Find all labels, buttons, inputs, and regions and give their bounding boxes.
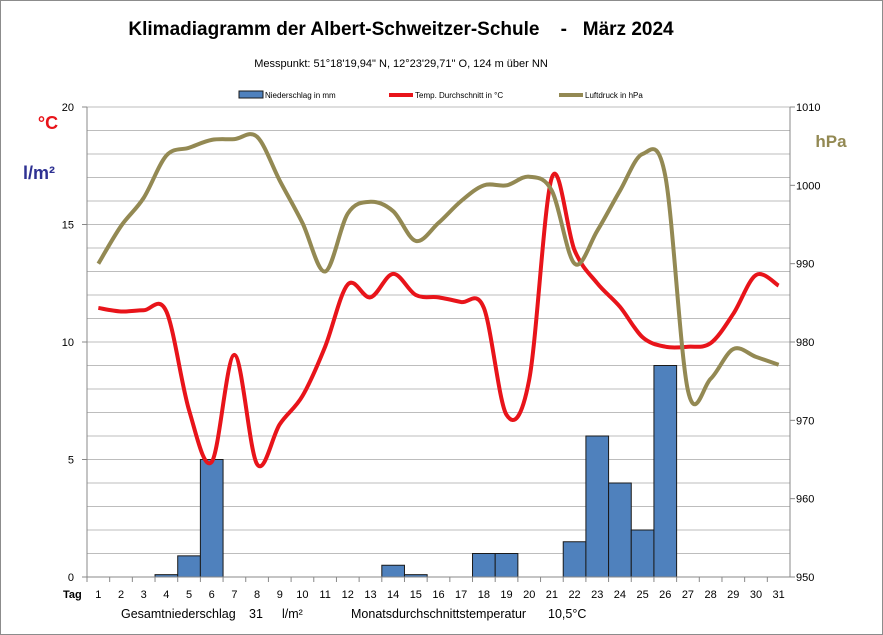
left-tick-label: 5 [68,455,74,467]
x-tick-label: 20 [523,589,535,601]
x-tick-label: 4 [163,589,169,601]
footer: Gesamtniederschlag 31 l/m² Monatsdurchsc… [121,607,586,621]
chart-title: Klimadiagramm der Albert-Schweitzer-Schu… [128,19,674,40]
avg-temp-label: Monatsdurchschnittstemperatur [351,607,526,621]
right-tick-label: 970 [796,415,814,427]
precip-bar [381,564,405,578]
legend-swatch-precip [238,90,264,99]
x-tick-label: 9 [277,589,283,601]
temperature-line [98,171,780,469]
x-tick-label: 2 [118,589,124,601]
x-tick-label: 18 [478,589,490,601]
x-tick-label: 23 [591,589,603,601]
precip-bar [630,529,655,578]
x-tick-label: 29 [727,589,739,601]
x-tick-label: 11 [319,589,330,601]
precip-bar [608,482,632,578]
x-tick-label: 19 [500,589,512,601]
precip-bar [585,435,610,578]
x-tick-label: 13 [364,589,376,601]
legend-label: Temp. Durchschnitt in °C [415,91,503,100]
x-tick-label: 24 [614,589,626,601]
x-tick-label: 15 [410,589,422,601]
left-axis-label-precip: l/m² [23,163,55,183]
x-tick-label: 27 [682,589,694,601]
left-tick-label: 10 [62,337,74,349]
legend-label: Niederschlag in mm [265,91,336,100]
right-tick-label: 1010 [796,102,820,114]
right-tick-label: 980 [796,337,814,349]
precip-bar [177,555,201,578]
x-tick-label: 22 [568,589,580,601]
left-tick-label: 0 [68,572,74,584]
precip-bar [653,365,678,578]
total-precip-unit: l/m² [282,607,303,621]
precip-bar [472,553,496,578]
x-tick-label: 14 [387,589,399,601]
avg-temp-value: 10,5°C [548,607,586,621]
x-tick-label: 7 [231,589,237,601]
x-tick-label: 1 [95,589,101,601]
precip-bar [494,553,519,578]
left-axis-label-temp: °C [38,113,58,133]
x-tick-label: 6 [209,589,215,601]
pressure-line [96,132,780,407]
x-axis-label: Tag [63,589,82,601]
x-tick-label: 30 [750,589,762,601]
x-tick-label: 28 [705,589,717,601]
left-tick-label: 15 [62,220,74,232]
x-tick-label: 10 [296,589,308,601]
x-tick-label: 12 [342,589,354,601]
x-tick-label: 31 [773,589,785,601]
total-precip-value: 31 [249,607,263,621]
x-tick-label: 8 [254,589,260,601]
x-tick-label: 5 [186,589,192,601]
right-axis-label: hPa [815,132,847,151]
precip-bar [562,541,587,578]
x-tick-label: 3 [141,589,147,601]
x-tick-label: 16 [432,589,444,601]
precip-bar [199,459,224,578]
left-tick-label: 20 [62,102,74,114]
right-tick-label: 1000 [796,180,820,192]
legend: Niederschlag in mm Temp. Durchschnitt in … [238,90,643,100]
x-tick-label: 26 [659,589,671,601]
right-tick-label: 990 [796,259,814,271]
x-tick-label: 25 [636,589,648,601]
chart-subtitle: Messpunkt: 51°18'19,94" N, 12°23'29,71" … [254,58,548,70]
x-tick-label: 21 [546,589,558,601]
legend-label: Luftdruck in hPa [585,91,643,100]
right-tick-label: 960 [796,494,814,506]
right-tick-label: 950 [796,572,814,584]
x-tick-label: 17 [455,589,467,601]
total-precip-label: Gesamtniederschlag [121,607,236,621]
